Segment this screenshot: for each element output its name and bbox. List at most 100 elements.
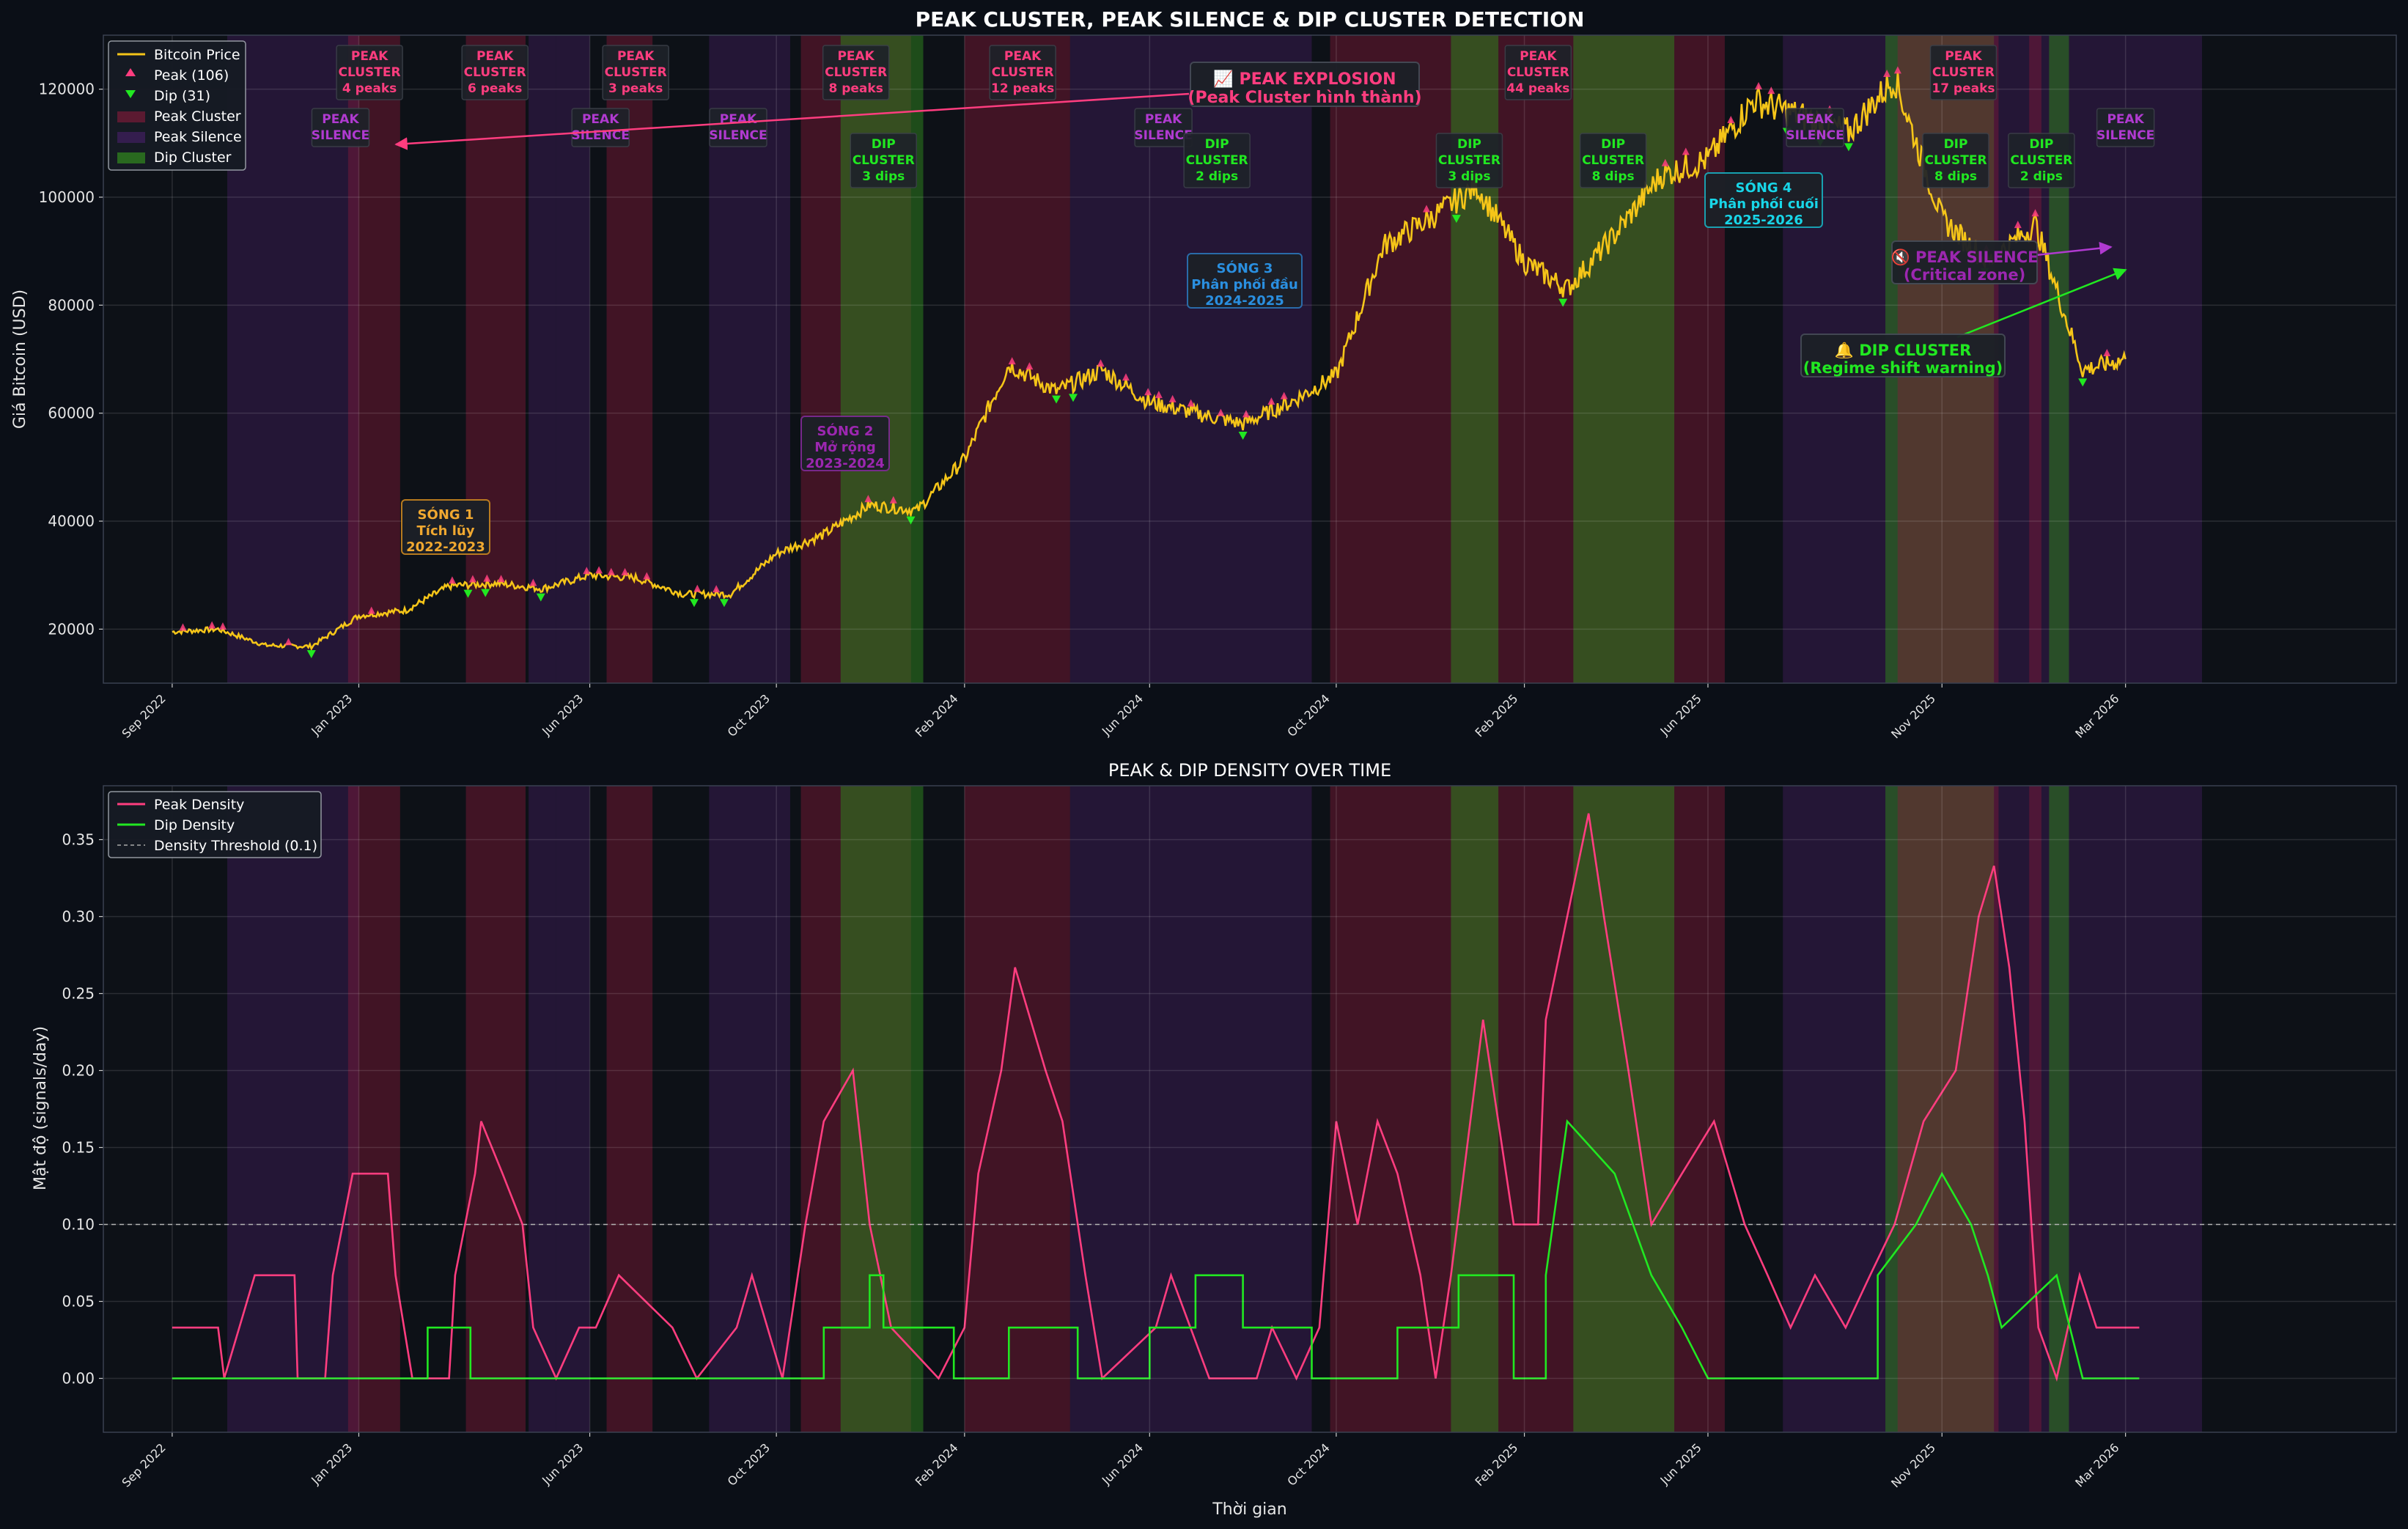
x-tick-label: Feb 2025 <box>1473 1440 1521 1489</box>
dip-marker <box>463 589 473 598</box>
x-tick-label: Jun 2024 <box>1099 691 1146 738</box>
legend-peak-cluster-label: Peak Cluster <box>154 108 241 125</box>
peak-marker <box>643 572 651 580</box>
legend-threshold-label: Density Threshold (0.1) <box>154 838 317 854</box>
peak-marker <box>1122 373 1130 381</box>
peak-marker <box>468 575 476 583</box>
box-label-peak: PEAK CLUSTER 8 peaks <box>825 49 887 96</box>
peak-marker <box>179 623 187 631</box>
legend-peak-density-label: Peak Density <box>154 797 244 813</box>
dip-marker <box>1052 395 1061 404</box>
peak-explosion-annotation: 📈 PEAK EXPLOSION (Peak Cluster hình thành… <box>1188 70 1421 107</box>
x-tick-label: Sep 2022 <box>119 691 169 740</box>
region-cluster <box>465 35 526 683</box>
y-tick-label: 0.25 <box>62 985 95 1003</box>
bottom-chart-title: PEAK & DIP DENSITY OVER TIME <box>1108 760 1391 781</box>
peak-silence-annotation: 🔇 PEAK SILENCE (Critical zone) <box>1890 248 2038 284</box>
dip-marker <box>481 589 490 597</box>
peak-marker <box>1008 357 1016 365</box>
y-tick-label: 0.20 <box>62 1062 95 1080</box>
peak-marker <box>1168 394 1177 402</box>
peak-marker <box>1661 158 1669 166</box>
y-tick-label: 0.05 <box>62 1293 95 1311</box>
peak-silence-arrow <box>2036 241 2113 257</box>
peak-marker <box>2031 209 2039 217</box>
region-silence <box>529 35 556 683</box>
price-line <box>172 72 2127 652</box>
region-cluster <box>2029 35 2041 683</box>
bottom-y-axis-label: Mật độ (signals/day) <box>32 1026 50 1190</box>
density-legend: Peak Density Dip Density Density Thresho… <box>108 791 322 858</box>
region-dip <box>840 786 924 1432</box>
wave-3-label-bg <box>1187 253 1303 309</box>
region-silence <box>556 786 590 1432</box>
box-label-bg <box>461 45 529 100</box>
region-cluster <box>465 786 526 1432</box>
x-tick-label: Nov 2025 <box>1888 1440 1938 1490</box>
wave-3-label: SÓNG 3 Phân phối đầu 2024-2025 <box>1191 260 1298 309</box>
x-tick-label: Feb 2025 <box>1473 691 1521 740</box>
box-label-bg <box>336 45 403 100</box>
top-chart-title: PEAK CLUSTER, PEAK SILENCE & DIP CLUSTER… <box>916 7 1585 32</box>
box-label-bg <box>1183 133 1251 188</box>
wave-2-label-bg <box>800 416 890 471</box>
box-label-bg <box>822 45 890 100</box>
box-label-silence: PEAK SILENCE <box>1786 112 1844 143</box>
legend-peak-label: Peak (106) <box>154 67 229 84</box>
dip-marker <box>689 599 699 608</box>
box-label-bg <box>571 108 630 147</box>
peak-marker <box>583 567 591 575</box>
peak-explosion-annotation-bg <box>1190 62 1420 107</box>
y-tick-label: 0.35 <box>62 831 95 849</box>
region-cluster <box>964 786 1070 1432</box>
peak-marker <box>1280 391 1288 399</box>
region-cluster <box>606 786 653 1432</box>
box-label-peak: PEAK CLUSTER 4 peaks <box>339 49 401 96</box>
plot-frame <box>103 785 2397 1433</box>
box-label-bg <box>1435 133 1503 188</box>
peak-marker <box>529 578 537 586</box>
dip-marker <box>1844 143 1853 152</box>
box-label-bg <box>1922 133 1989 188</box>
peak-marker <box>889 495 897 504</box>
y-tick-label: 40000 <box>48 512 95 530</box>
box-label-bg <box>1786 108 1844 147</box>
region-dip <box>1451 35 1499 683</box>
dip-marker <box>1068 394 1078 402</box>
peak-marker <box>1883 70 1891 78</box>
dip-cluster-arrow <box>1956 268 2127 339</box>
region-silence <box>1069 786 1312 1432</box>
dip-cluster-annotation-bg <box>1800 334 2006 377</box>
peak-marker <box>1097 359 1105 367</box>
y-tick-label: 100000 <box>39 188 95 206</box>
peak-marker <box>1267 397 1275 405</box>
peak-marker <box>1682 147 1690 155</box>
box-label-bg <box>602 45 669 100</box>
density-plot: Sep 2022 Jan 2023 Jun 2023 Oct 2023 Feb 2024… <box>62 785 2397 1490</box>
peak-marker <box>1727 115 1735 123</box>
legend-price-label: Bitcoin Price <box>154 47 240 63</box>
box-label-bg <box>850 133 917 188</box>
x-tick-label: Oct 2023 <box>725 1440 773 1488</box>
annotation-layer: PEAK CLUSTER 4 peaks PEAK CLUSTER 6 peaks PEAK… <box>311 45 2155 555</box>
peak-marker <box>1026 362 1034 370</box>
region-dip <box>2049 35 2069 683</box>
peak-explosion-arrow <box>394 92 1190 150</box>
peak-marker <box>1893 66 1901 74</box>
box-label-bg <box>1504 45 1572 100</box>
y-tick-label: 80000 <box>48 296 95 314</box>
peak-marker <box>607 567 615 575</box>
x-tick-label: Jun 2023 <box>539 1440 586 1487</box>
box-label-dip: DIP CLUSTER 2 dips <box>1186 137 1248 184</box>
region-dip <box>1573 35 1675 683</box>
box-label-dip: DIP CLUSTER 8 dips <box>1924 137 1987 184</box>
dip-marker <box>719 599 729 608</box>
x-tick-label: Oct 2024 <box>1284 1440 1332 1488</box>
peak-marker <box>713 585 721 593</box>
dip-marker <box>1238 431 1248 440</box>
dip-marker <box>1558 298 1568 307</box>
region-dip <box>1885 786 1995 1432</box>
peak-marker <box>1423 205 1431 213</box>
region-silence <box>227 786 359 1432</box>
peak-marker <box>483 574 491 582</box>
